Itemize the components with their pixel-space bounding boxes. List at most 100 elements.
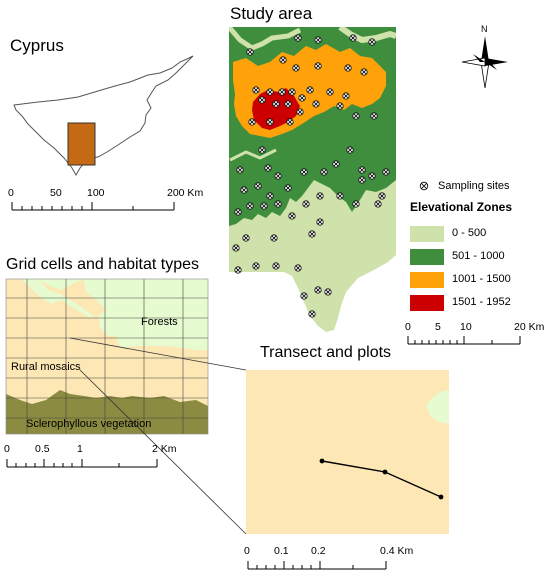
- cyprus-scale-0: 0: [8, 187, 14, 199]
- sampling-site-marker: [314, 36, 322, 44]
- legend-elevation-title: Elevational Zones: [410, 200, 513, 214]
- sampling-site-marker: [260, 202, 268, 210]
- sampling-site-marker: [288, 212, 296, 220]
- sampling-site-marker: [246, 202, 254, 210]
- sampling-site-marker: [358, 176, 366, 184]
- sampling-site-marker: [308, 230, 316, 238]
- sampling-site-marker: [314, 62, 322, 70]
- sampling-site-marker: [298, 94, 306, 102]
- sampling-site-marker: [286, 118, 294, 126]
- sampling-site-marker: [344, 64, 352, 72]
- sampling-site-marker: [248, 118, 256, 126]
- legend-zone-1001-1500: 1001 - 1500: [452, 273, 511, 285]
- grid-scale-0: 0: [4, 443, 10, 455]
- sampling-site-marker: [252, 86, 260, 94]
- legend-swatch-1001-1500: [410, 272, 444, 288]
- study-area-title: Study area: [230, 4, 313, 23]
- sampling-site-marker: [272, 100, 280, 108]
- transect-scale-0.4: 0.4 Km: [380, 545, 414, 557]
- legend-zone-0-500: 0 - 500: [452, 227, 487, 239]
- sampling-site-marker: [234, 208, 242, 216]
- study-scale-10: 10: [460, 321, 472, 333]
- sampling-site-marker: [368, 172, 376, 180]
- transect-forest-patch: [426, 390, 449, 424]
- zoom-connector-bottom: [79, 369, 247, 535]
- sampling-site-marker: [306, 86, 314, 94]
- sampling-site-marker: [264, 164, 272, 172]
- sampling-site-marker: [288, 88, 296, 96]
- cyprus-scale-100: 100: [87, 187, 105, 199]
- sampling-site-marker: [284, 184, 292, 192]
- habitat-label-sclero: Sclerophyllous vegetation: [26, 418, 152, 430]
- sampling-site-marker: [336, 102, 344, 110]
- transect-scale-0.2: 0.2: [311, 545, 326, 557]
- north-label: N: [481, 24, 488, 34]
- sampling-site-marker: [272, 262, 280, 270]
- sampling-site-marker: [258, 96, 266, 104]
- sampling-site-marker: [292, 64, 300, 72]
- legend-sampling-sites: Sampling sites: [438, 180, 510, 192]
- sampling-site-marker: [336, 192, 344, 200]
- cyprus-scale-200: 200 Km: [167, 187, 204, 199]
- transect-rural-background: [246, 370, 449, 534]
- study-scale-5: 5: [435, 321, 441, 333]
- sampling-site-marker: [236, 166, 244, 174]
- sclero-habitat: [6, 390, 208, 434]
- sampling-site-marker: [266, 192, 274, 200]
- sampling-site-marker: [296, 108, 304, 116]
- sampling-site-marker: [378, 192, 386, 200]
- legend-swatch-501-1000: [410, 249, 444, 265]
- sampling-site-marker: [254, 182, 262, 190]
- sampling-site-marker: [332, 160, 340, 168]
- sampling-site-marker: [232, 244, 240, 252]
- sampling-site-marker: [352, 200, 360, 208]
- grid-lines: [6, 279, 208, 434]
- transect-scale-0.1: 0.1: [274, 545, 289, 557]
- legend-swatch-1501-1952: [410, 295, 444, 311]
- sampling-site-marker: [294, 34, 302, 42]
- legend-zone-1501-1952: 1501 - 1952: [452, 296, 511, 308]
- sampling-site-marker: [270, 234, 278, 242]
- sampling-site-marker: [258, 146, 266, 154]
- sampling-site-marker: [316, 218, 324, 226]
- sampling-site-marker: [284, 100, 292, 108]
- zoom-connector-top: [69, 337, 247, 371]
- transect-title: Transect and plots: [260, 344, 392, 361]
- grid-scale-2: 2 Km: [152, 443, 177, 455]
- sampling-site-marker: [320, 168, 328, 176]
- sampling-sites: [232, 34, 390, 318]
- sampling-site-marker: [300, 168, 308, 176]
- grid-scale-0.5: 0.5: [35, 443, 50, 455]
- sampling-site-marker: [314, 286, 322, 294]
- sampling-site-marker: [346, 146, 354, 154]
- plot-point: [319, 458, 325, 464]
- sampling-site-marker: [246, 48, 254, 56]
- sampling-site-marker: [266, 118, 274, 126]
- sampling-site-marker: [360, 68, 368, 76]
- sampling-site-marker: [312, 100, 320, 108]
- sampling-site-marker: [324, 288, 332, 296]
- sampling-site-marker: [234, 266, 242, 274]
- sampling-site-marker: [370, 112, 378, 120]
- sampling-site-marker: [358, 166, 366, 174]
- sampling-site-marker: [342, 92, 350, 100]
- sampling-site-marker: [294, 264, 302, 272]
- plot-point: [382, 469, 388, 475]
- sampling-site-marker: [300, 292, 308, 300]
- study-area-box: [67, 122, 96, 166]
- sampling-site-marker: [374, 200, 382, 208]
- legend-swatch-0-500: [410, 226, 444, 242]
- sampling-site-marker: [274, 172, 282, 180]
- sampling-site-marker: [308, 310, 316, 318]
- study-scale-0: 0: [405, 321, 411, 333]
- sampling-site-marker: [316, 192, 324, 200]
- cyprus-outline: [13, 55, 194, 177]
- sampling-site-marker: [242, 234, 250, 242]
